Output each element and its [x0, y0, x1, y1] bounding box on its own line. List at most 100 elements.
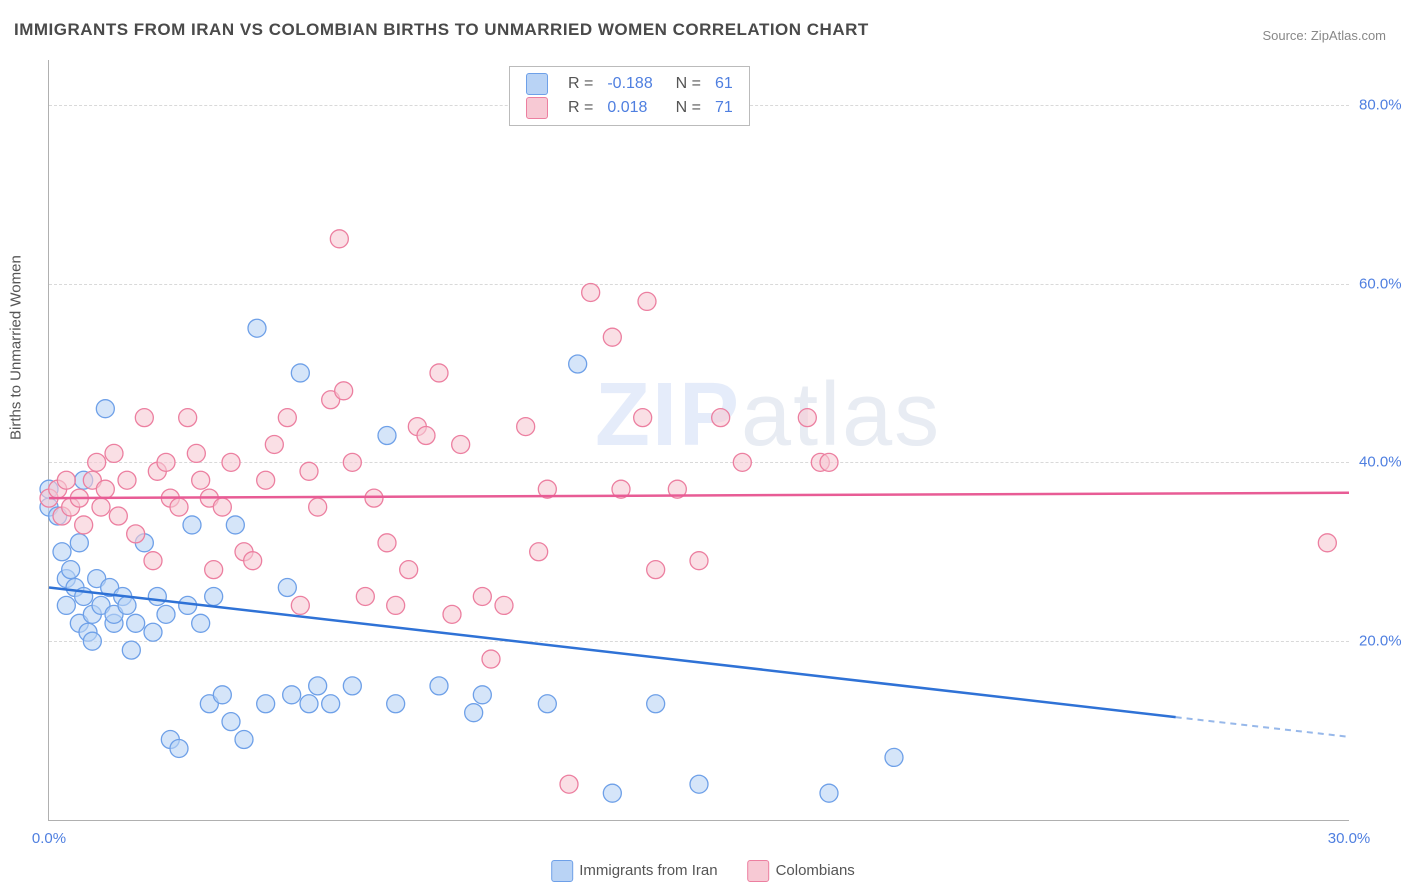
source-label: Source: ZipAtlas.com — [1262, 28, 1386, 43]
scatter-point — [1318, 534, 1336, 552]
scatter-point — [257, 695, 275, 713]
scatter-point — [443, 605, 461, 623]
scatter-point — [291, 596, 309, 614]
scatter-point — [530, 543, 548, 561]
scatter-point — [300, 462, 318, 480]
trend-line-extrapolated — [1176, 717, 1349, 737]
scatter-point — [170, 498, 188, 516]
scatter-point — [88, 453, 106, 471]
scatter-point — [378, 427, 396, 445]
scatter-point — [820, 453, 838, 471]
scatter-point — [235, 731, 253, 749]
legend-r-value: 0.018 — [601, 97, 658, 119]
scatter-point — [465, 704, 483, 722]
x-tick-label: 0.0% — [32, 830, 66, 847]
scatter-point — [187, 444, 205, 462]
x-legend: Immigrants from Iran Colombians — [551, 860, 855, 882]
scatter-point — [560, 775, 578, 793]
legend-n-label: N = — [661, 97, 707, 119]
scatter-point — [569, 355, 587, 373]
scatter-point — [582, 283, 600, 301]
scatter-point — [638, 292, 656, 310]
scatter-point — [283, 686, 301, 704]
scatter-point — [265, 435, 283, 453]
scatter-point — [205, 561, 223, 579]
scatter-point — [517, 418, 535, 436]
scatter-point — [278, 579, 296, 597]
correlation-legend: R = -0.188 N = 61 R = 0.018 N = 71 — [509, 66, 750, 126]
scatter-point — [127, 614, 145, 632]
scatter-point — [690, 775, 708, 793]
scatter-point — [712, 409, 730, 427]
scatter-point — [356, 587, 374, 605]
plot-area: 20.0%40.0%60.0%80.0%0.0%30.0%ZIPatlasR =… — [48, 60, 1349, 821]
scatter-point — [96, 400, 114, 418]
scatter-point — [885, 748, 903, 766]
scatter-point — [144, 552, 162, 570]
scatter-point — [798, 409, 816, 427]
legend-r-label: R = — [562, 73, 599, 95]
scatter-point — [183, 516, 201, 534]
scatter-point — [127, 525, 145, 543]
scatter-point — [634, 409, 652, 427]
legend-r-label: R = — [562, 97, 599, 119]
legend-n-value: 71 — [709, 97, 739, 119]
scatter-point — [378, 534, 396, 552]
y-tick-label: 80.0% — [1359, 96, 1406, 113]
scatter-point — [53, 543, 71, 561]
scatter-point — [647, 561, 665, 579]
chart-svg — [49, 60, 1349, 820]
scatter-point — [278, 409, 296, 427]
scatter-point — [603, 784, 621, 802]
scatter-point — [170, 739, 188, 757]
scatter-point — [118, 471, 136, 489]
scatter-point — [192, 614, 210, 632]
scatter-point — [365, 489, 383, 507]
scatter-point — [322, 695, 340, 713]
scatter-point — [118, 596, 136, 614]
scatter-point — [179, 409, 197, 427]
scatter-point — [820, 784, 838, 802]
scatter-point — [538, 695, 556, 713]
scatter-point — [430, 364, 448, 382]
trend-line — [49, 493, 1349, 498]
scatter-point — [144, 623, 162, 641]
scatter-point — [300, 695, 318, 713]
legend-r-value: -0.188 — [601, 73, 658, 95]
scatter-point — [603, 328, 621, 346]
legend-n-label: N = — [661, 73, 707, 95]
legend-swatch — [551, 860, 573, 882]
scatter-point — [309, 498, 327, 516]
scatter-point — [57, 471, 75, 489]
x-legend-label: Immigrants from Iran — [579, 862, 717, 879]
scatter-point — [222, 713, 240, 731]
scatter-point — [257, 471, 275, 489]
scatter-point — [330, 230, 348, 248]
scatter-point — [122, 641, 140, 659]
scatter-point — [83, 632, 101, 650]
scatter-point — [213, 498, 231, 516]
x-legend-item: Immigrants from Iran — [551, 860, 717, 882]
scatter-point — [387, 695, 405, 713]
scatter-point — [92, 498, 110, 516]
scatter-point — [647, 695, 665, 713]
x-legend-label: Colombians — [776, 862, 855, 879]
y-tick-label: 40.0% — [1359, 454, 1406, 471]
scatter-point — [733, 453, 751, 471]
scatter-point — [430, 677, 448, 695]
scatter-point — [473, 587, 491, 605]
scatter-point — [62, 561, 80, 579]
scatter-point — [57, 596, 75, 614]
legend-n-value: 61 — [709, 73, 739, 95]
scatter-point — [482, 650, 500, 668]
scatter-point — [148, 587, 166, 605]
legend-swatch — [748, 860, 770, 882]
scatter-point — [226, 516, 244, 534]
scatter-point — [192, 471, 210, 489]
legend-swatch — [526, 97, 548, 119]
scatter-point — [690, 552, 708, 570]
x-legend-item: Colombians — [748, 860, 855, 882]
scatter-point — [109, 507, 127, 525]
scatter-point — [157, 605, 175, 623]
scatter-point — [96, 480, 114, 498]
